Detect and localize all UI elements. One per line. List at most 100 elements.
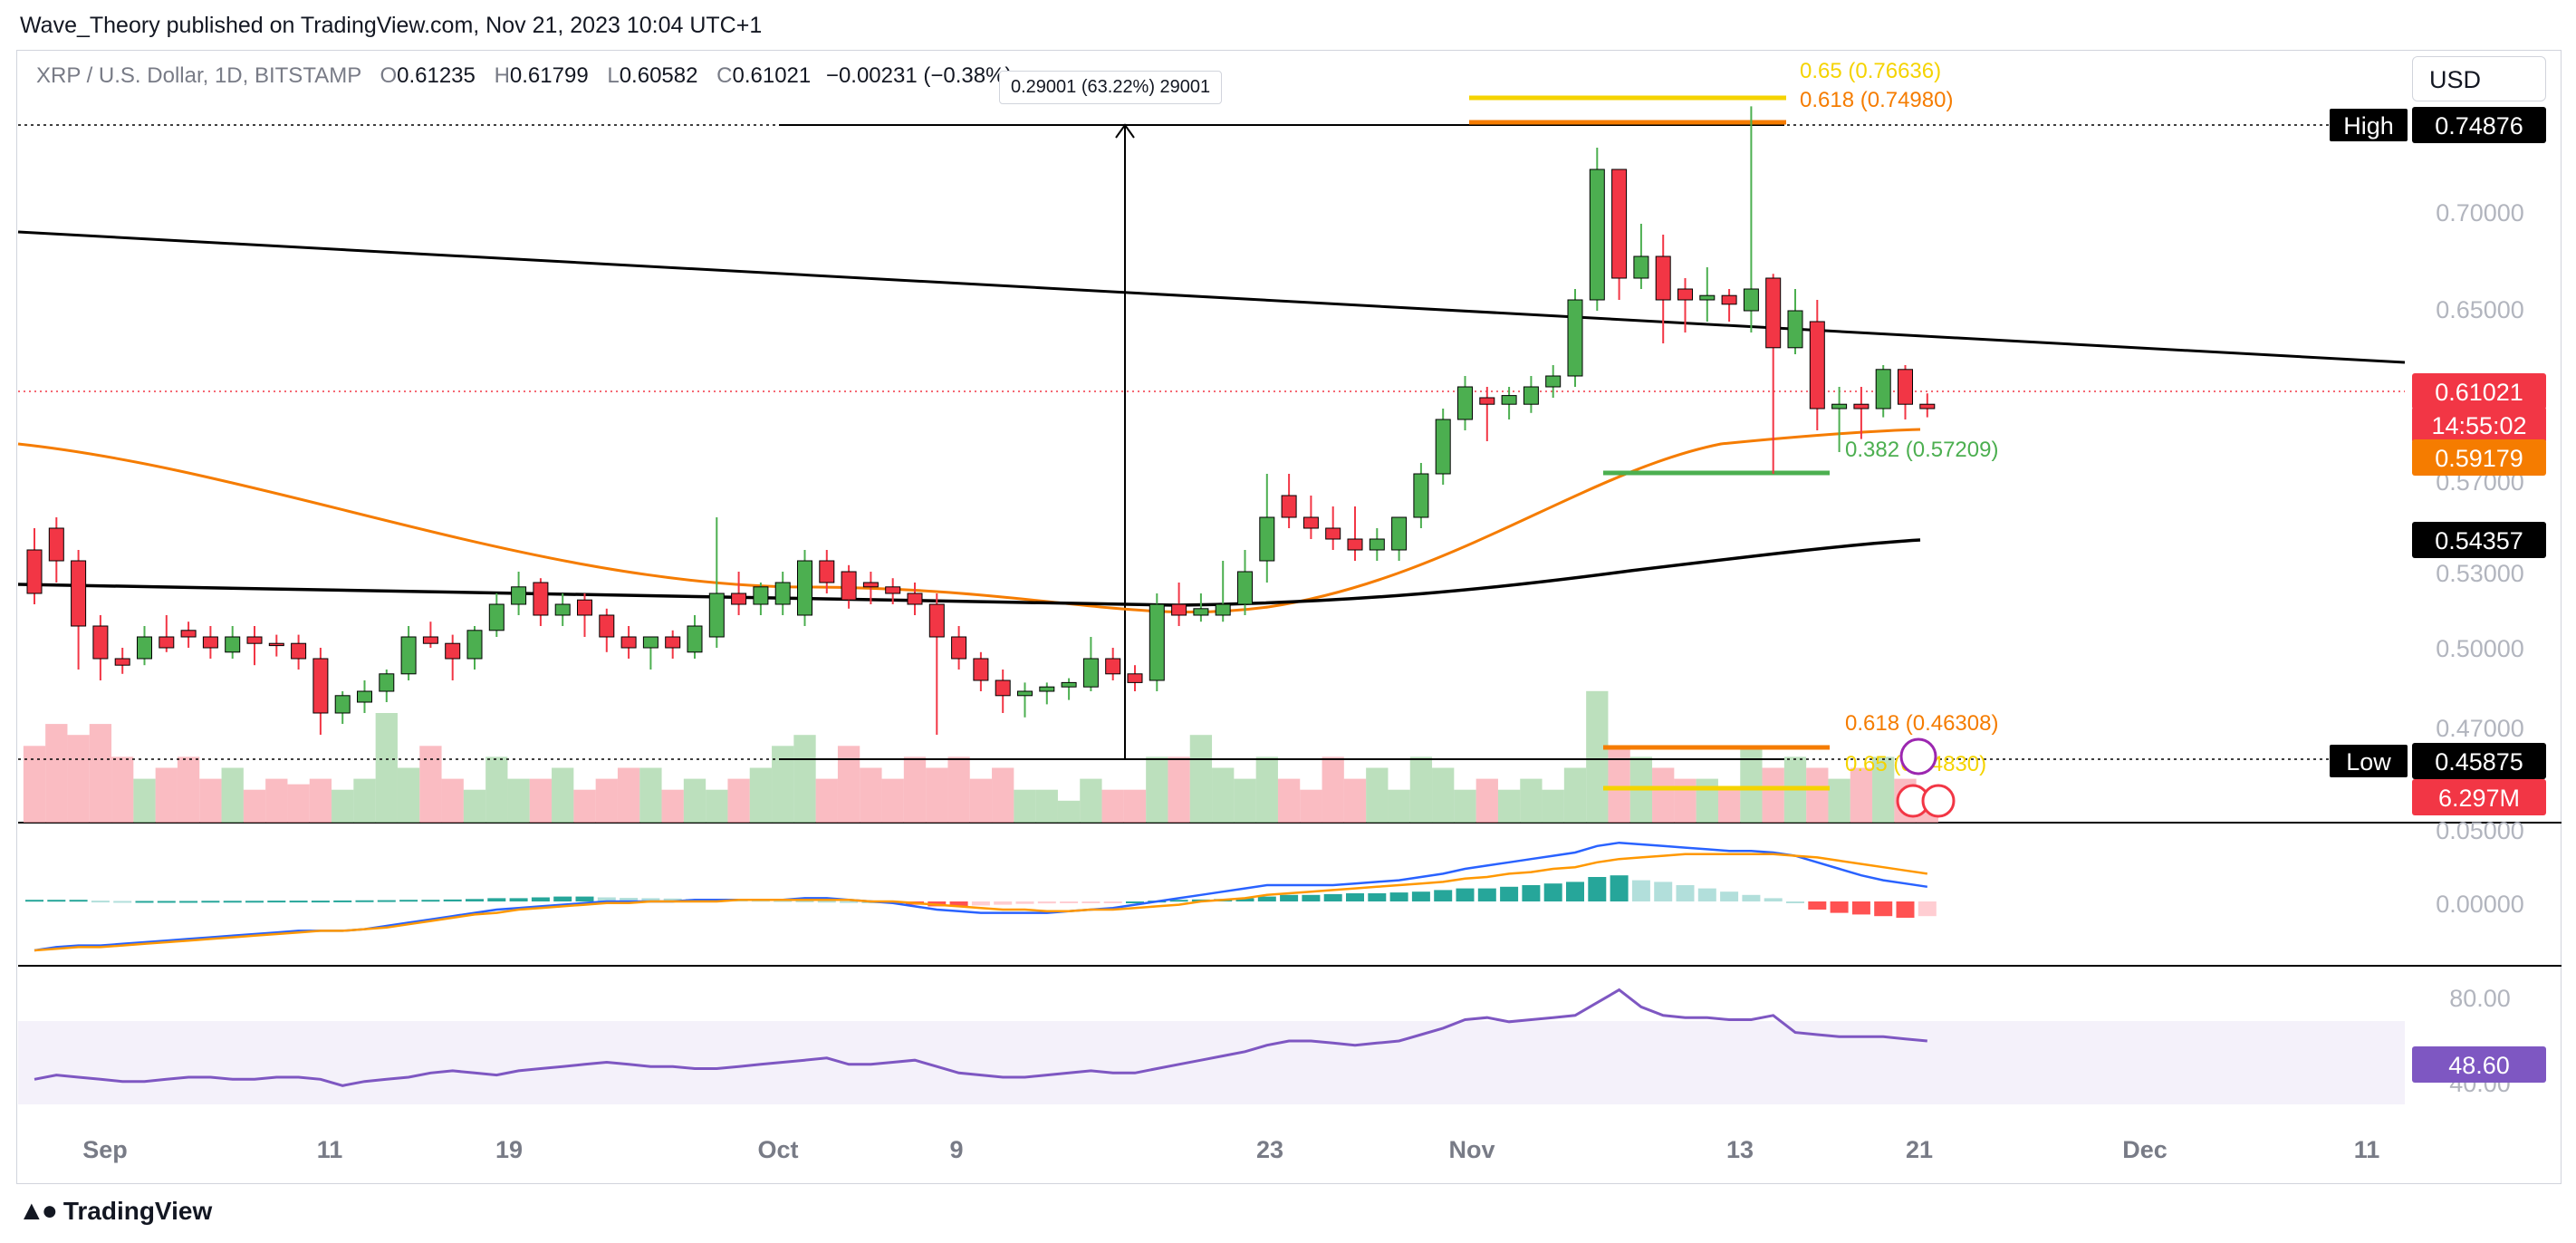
macd-hist-bar: [663, 898, 682, 901]
candle-body: [841, 571, 857, 601]
candle-body: [1413, 473, 1429, 518]
volume-bar: [309, 778, 332, 823]
macd-hist-bar: [69, 900, 88, 902]
price-tag: [2412, 743, 2546, 779]
macd-hist-bar: [1543, 883, 1562, 901]
candle-body: [159, 636, 175, 649]
candle-body: [1677, 288, 1693, 301]
currency-button[interactable]: USD: [2412, 56, 2546, 101]
volume-bar: [1828, 778, 1850, 823]
volume-bar: [661, 789, 684, 823]
volume-bar: [1740, 746, 1763, 823]
volume-bar: [1035, 789, 1058, 823]
close-label: C: [716, 63, 733, 88]
macd-hist-bar: [971, 901, 990, 906]
macd-hist-bar: [840, 901, 859, 903]
macd-hist-bar: [817, 901, 836, 903]
symbol-legend: XRP / U.S. Dollar, 1D, BITSTAMP O0.61235…: [36, 63, 1012, 89]
candle-body: [466, 630, 483, 660]
volume-bar: [1432, 767, 1455, 823]
volume-bar: [1300, 789, 1322, 823]
candle-body: [1347, 538, 1363, 551]
volume-bar: [463, 789, 486, 823]
measure-tooltip: 0.29001 (63.22%) 29001: [999, 71, 1223, 104]
volume-bar: [375, 713, 398, 823]
time-axis-label: 19: [495, 1136, 524, 1163]
high-value: 0.61799: [509, 63, 589, 88]
rsi-band: [18, 1021, 2405, 1104]
rsi-tag-value: 48.60: [2448, 1052, 2510, 1079]
volume-bar: [1343, 778, 1367, 823]
candle-body: [1699, 294, 1716, 301]
volume-bar: [926, 767, 948, 823]
candle-body: [907, 593, 923, 605]
volume-bar: [749, 767, 773, 823]
price-tag-value: 0.54357: [2435, 527, 2523, 554]
volume-bar: [772, 746, 794, 823]
volume-bar: [727, 778, 750, 823]
volume-bar: [1563, 767, 1587, 823]
fib-label: 0.618 (0.74980): [1800, 88, 1953, 112]
macd-hist-bar: [47, 900, 66, 902]
price-tag: [2412, 107, 2546, 143]
candle-body: [1765, 277, 1782, 349]
volume-bar: [969, 778, 993, 823]
macd-hist-bar: [531, 897, 550, 901]
volume-bar: [287, 784, 310, 823]
macd-hist-bar: [267, 901, 286, 903]
candle-body: [928, 603, 945, 638]
candle-body: [445, 642, 461, 660]
volume-bar: [815, 778, 838, 823]
candle-body: [1369, 538, 1385, 551]
ma-black: [17, 538, 1921, 607]
macd-hist-bar: [157, 901, 176, 903]
price-tag-label: Low: [2346, 748, 2391, 776]
candle-body: [774, 582, 791, 605]
macd-hist-bar: [1500, 886, 1519, 901]
candle-body: [1302, 516, 1319, 529]
macd-hist-bar: [113, 901, 132, 903]
macd-axis-label: 0.05000: [2436, 817, 2524, 844]
time-axis-label: 11: [316, 1136, 343, 1163]
volume-bar: [45, 724, 68, 823]
measure-arrow-head: [1115, 123, 1135, 139]
candle-body: [1589, 169, 1605, 301]
signal-line: [34, 853, 1927, 952]
publish-attribution: Wave_Theory published on TradingView.com…: [20, 13, 763, 38]
macd-hist-bar: [377, 900, 396, 902]
symbol-name[interactable]: XRP / U.S. Dollar, 1D, BITSTAMP: [36, 63, 361, 88]
price-tag: [2412, 522, 2546, 558]
macd-hist-bar: [333, 900, 352, 902]
volume-bar: [1189, 735, 1213, 823]
rsi-tag: [2412, 1046, 2546, 1083]
macd-hist-bar: [245, 901, 264, 903]
volume-bar: [111, 756, 134, 823]
open-label: O: [380, 63, 398, 88]
macd-hist-bar: [1169, 900, 1188, 902]
macd-hist-bar: [575, 896, 594, 901]
macd-hist-bar: [223, 901, 242, 903]
candle-body: [1809, 321, 1825, 410]
macd-hist-bar: [1676, 885, 1695, 901]
candle-body: [1611, 169, 1628, 279]
candle-body: [708, 593, 725, 638]
candle-body: [1919, 403, 1936, 410]
macd-hist-bar: [1103, 901, 1122, 903]
volume-bar: [397, 767, 420, 823]
volume-bar: [1255, 756, 1278, 823]
macd-hist-bar: [1280, 894, 1299, 901]
volume-bar: [1057, 800, 1081, 823]
macd-hist-bar: [994, 901, 1013, 905]
macd-hist-bar: [399, 900, 418, 902]
candle-body: [1017, 690, 1033, 697]
tradingview-logo[interactable]: ▲● TradingView: [18, 1196, 212, 1227]
volume-bar: [1520, 778, 1543, 823]
rsi-line: [34, 988, 1927, 1087]
volume-bar: [683, 778, 706, 823]
macd-hist-bar: [1610, 875, 1629, 901]
candle-body: [1082, 658, 1099, 688]
price-tag: [2412, 373, 2546, 410]
volume-bar: [1850, 767, 1873, 823]
volume-bar: [573, 789, 596, 823]
